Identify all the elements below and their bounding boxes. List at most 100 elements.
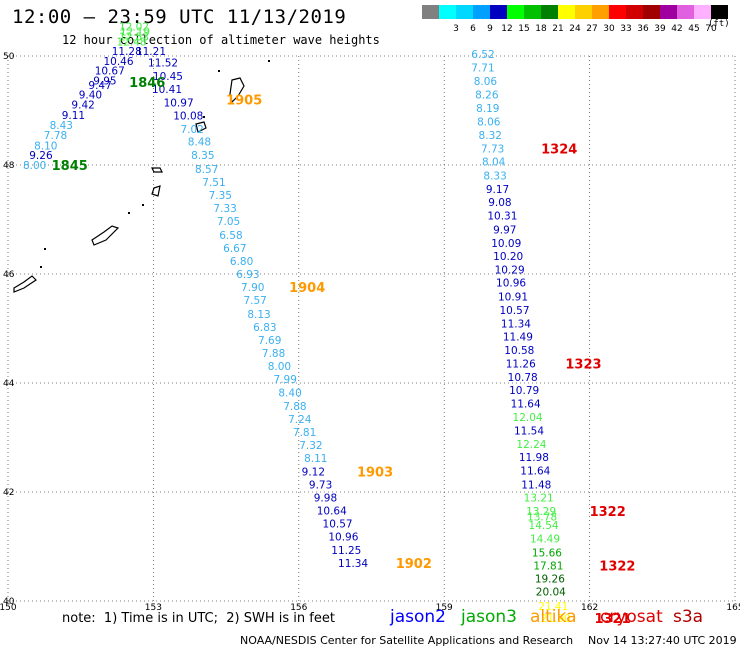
islet (142, 204, 144, 206)
swh-value: 13.21 (524, 492, 554, 504)
swh-value: 9.98 (314, 492, 337, 504)
pass-time-label: 1846 (129, 76, 165, 91)
swh-value: 7.69 (258, 335, 281, 347)
swh-value: 8.04 (482, 157, 506, 169)
legend-cryosat: cryosat (600, 607, 663, 627)
legend-tick-label: 30 (603, 24, 615, 34)
swh-value: 12.19 (120, 26, 150, 38)
legend-swatch (592, 5, 609, 19)
y-tick-label: 40 (3, 597, 15, 607)
swh-value: 7.24 (288, 414, 312, 426)
swh-value: 10.08 (173, 110, 203, 122)
swh-value: 10.09 (491, 238, 521, 250)
legend-altika: altika (530, 607, 577, 627)
swh-value: 9.26 (29, 150, 53, 162)
swh-value: 8.11 (304, 453, 327, 465)
swh-value: 6.80 (230, 256, 253, 268)
swh-value: 9.42 (71, 100, 94, 112)
swh-value: 7.02 (180, 124, 203, 136)
swh-value: 6.52 (471, 49, 494, 61)
swh-value: 12.53 (119, 31, 149, 43)
swh-value: 10.79 (509, 385, 539, 397)
legend-unit: (ft) (708, 19, 730, 29)
swh-value: 8.19 (476, 103, 499, 115)
swh-value: 7.51 (202, 177, 225, 189)
y-tick-label: 48 (3, 161, 15, 171)
x-tick-label: 156 (290, 603, 307, 613)
swh-value: 9.97 (493, 224, 516, 236)
pass-time-label: 1902 (396, 557, 432, 572)
swh-value: 7.35 (209, 190, 232, 202)
pass-time-label: 1323 (565, 357, 601, 372)
swh-value: 8.26 (475, 90, 499, 102)
swh-value: 9.95 (93, 76, 116, 88)
swh-value: 8.40 (278, 387, 301, 399)
swh-value: 21.90 (541, 613, 571, 625)
swh-value: 13.78 (527, 512, 557, 524)
swh-value: 6.83 (253, 322, 276, 334)
legend-tick-label: 24 (569, 24, 581, 34)
footnote-note: note: 1) Time is in UTC; 2) SWH is in fe… (62, 611, 335, 626)
pass-time-label: 1904 (289, 281, 325, 296)
islet (128, 212, 130, 214)
swh-value: 11.54 (514, 425, 544, 437)
pass-time-label: 1321 (594, 612, 630, 627)
swh-value: 11.52 (148, 58, 178, 70)
swh-value: 11.34 (501, 319, 531, 331)
swh-value: 11.21 (136, 46, 166, 58)
swh-value: 8.35 (191, 150, 214, 162)
legend-swatch (439, 5, 456, 19)
swh-value: 10.45 (153, 71, 183, 83)
pass-time-label: 1322 (599, 560, 635, 575)
swh-value: 10.46 (103, 56, 133, 68)
swh-value: 14.54 (529, 520, 559, 532)
legend-tick-label: 12 (501, 24, 512, 34)
legend-swatch (677, 5, 694, 19)
swh-value: 10.41 (152, 84, 182, 96)
legend-tick-label: 39 (654, 24, 666, 34)
x-tick-label: 162 (581, 603, 598, 613)
swh-value: 11.49 (503, 332, 533, 344)
swh-value: 9.08 (488, 197, 511, 209)
x-tick-label: 159 (436, 603, 453, 613)
swh-value: 8.06 (477, 116, 501, 128)
pass-time-label: 1324 (541, 143, 577, 158)
legend-swatch (473, 5, 490, 19)
swh-value: 12.24 (516, 439, 546, 451)
y-tick-label: 50 (3, 52, 15, 62)
legend-swatch (643, 5, 660, 19)
swh-value: 10.58 (504, 345, 534, 357)
page-subtitle: 12 hour collection of altimeter wave hei… (62, 33, 380, 47)
swh-value: 7.88 (262, 348, 285, 360)
legend-swatch (660, 5, 677, 19)
swh-value: 8.32 (479, 130, 502, 142)
legend-tick-label: 21 (552, 24, 563, 34)
legend-jason2: jason2 (390, 607, 446, 627)
swh-value: 6.93 (236, 269, 259, 281)
legend-swatch (711, 5, 728, 19)
y-tick-label: 46 (3, 270, 15, 280)
y-tick-label: 44 (3, 379, 15, 389)
swh-value: 8.13 (247, 309, 270, 321)
swh-value: 11.64 (511, 399, 541, 411)
swh-value: 11.34 (338, 558, 368, 570)
swh-value: 11.98 (519, 452, 549, 464)
footer-timestamp: Nov 14 13:27:40 UTC 2019 (588, 634, 737, 647)
swh-value: 10.57 (323, 519, 353, 531)
legend-jason3: jason3 (461, 607, 517, 627)
swh-value: 10.91 (498, 291, 528, 303)
islet (44, 248, 46, 250)
legend-tick-label: 45 (688, 24, 699, 34)
legend-tick-label: 3 (453, 24, 459, 34)
color-legend: 3 6 9 12 15 18 21 24 27 30 33 36 39 42 45 70 (422, 5, 728, 34)
swh-value: 9.17 (486, 184, 509, 196)
swh-value: 21.41 (538, 601, 568, 613)
swh-value: 14.49 (530, 533, 560, 545)
legend-tick-label: 18 (535, 24, 547, 34)
legend-swatch (694, 5, 711, 19)
swh-value: 19.26 (535, 574, 565, 586)
coastline (195, 121, 207, 133)
swh-value: 10.67 (95, 66, 125, 78)
swh-value: 11.26 (506, 358, 536, 370)
legend-tick-label: 6 (470, 24, 476, 34)
